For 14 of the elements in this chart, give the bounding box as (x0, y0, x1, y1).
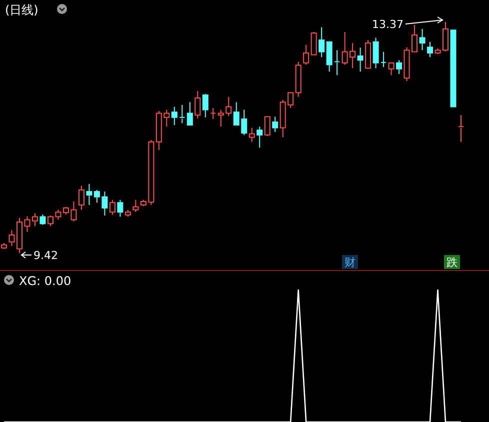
chart-title: (日线) (5, 3, 38, 17)
candlestick (396, 60, 402, 74)
text: 跌 (446, 256, 458, 269)
candlestick (419, 28, 426, 51)
candlestick (357, 47, 364, 72)
candlestick (380, 51, 387, 68)
candlestick (86, 183, 92, 206)
candlestick (179, 104, 186, 124)
chart-title: XG: 0.00 (19, 274, 72, 288)
annotation: 13.37 (372, 18, 404, 31)
text: 财 (344, 256, 356, 269)
candlestick (334, 50, 340, 76)
annotation: 9.42 (33, 249, 58, 262)
candlestick (458, 114, 464, 142)
